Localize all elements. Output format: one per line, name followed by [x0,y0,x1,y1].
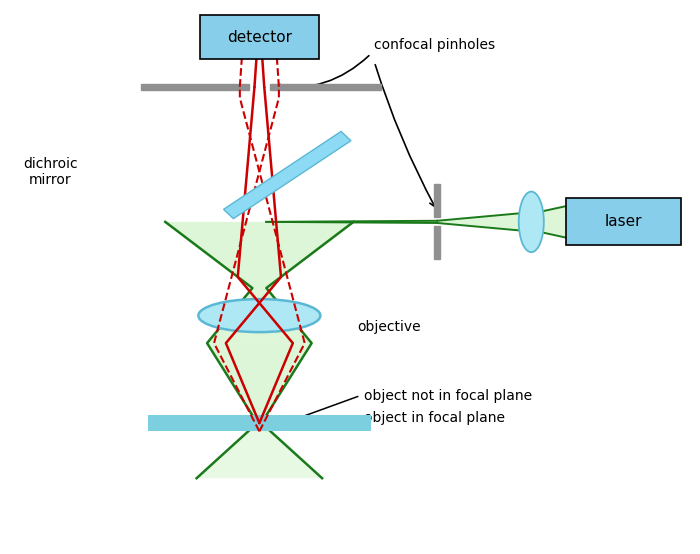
Text: objective: objective [357,320,421,334]
Text: object in focal plane: object in focal plane [364,411,505,424]
Polygon shape [438,206,570,238]
Text: laser: laser [605,214,643,229]
Bar [270,84,382,90]
FancyBboxPatch shape [200,15,318,59]
Polygon shape [197,423,322,478]
Ellipse shape [519,192,544,252]
Ellipse shape [198,299,321,332]
Text: dichroic
mirror: dichroic mirror [23,157,78,187]
Polygon shape [207,288,312,343]
Text: object not in focal plane: object not in focal plane [364,388,532,403]
Text: confocal pinholes: confocal pinholes [374,38,496,53]
Bar [141,84,249,90]
Polygon shape [165,222,354,288]
Text: detector: detector [227,30,292,45]
Polygon shape [266,221,438,223]
Bar [434,184,440,218]
Polygon shape [223,131,351,219]
FancyBboxPatch shape [566,198,681,245]
Bar [434,226,440,259]
Bar [148,416,371,431]
Polygon shape [207,343,312,423]
